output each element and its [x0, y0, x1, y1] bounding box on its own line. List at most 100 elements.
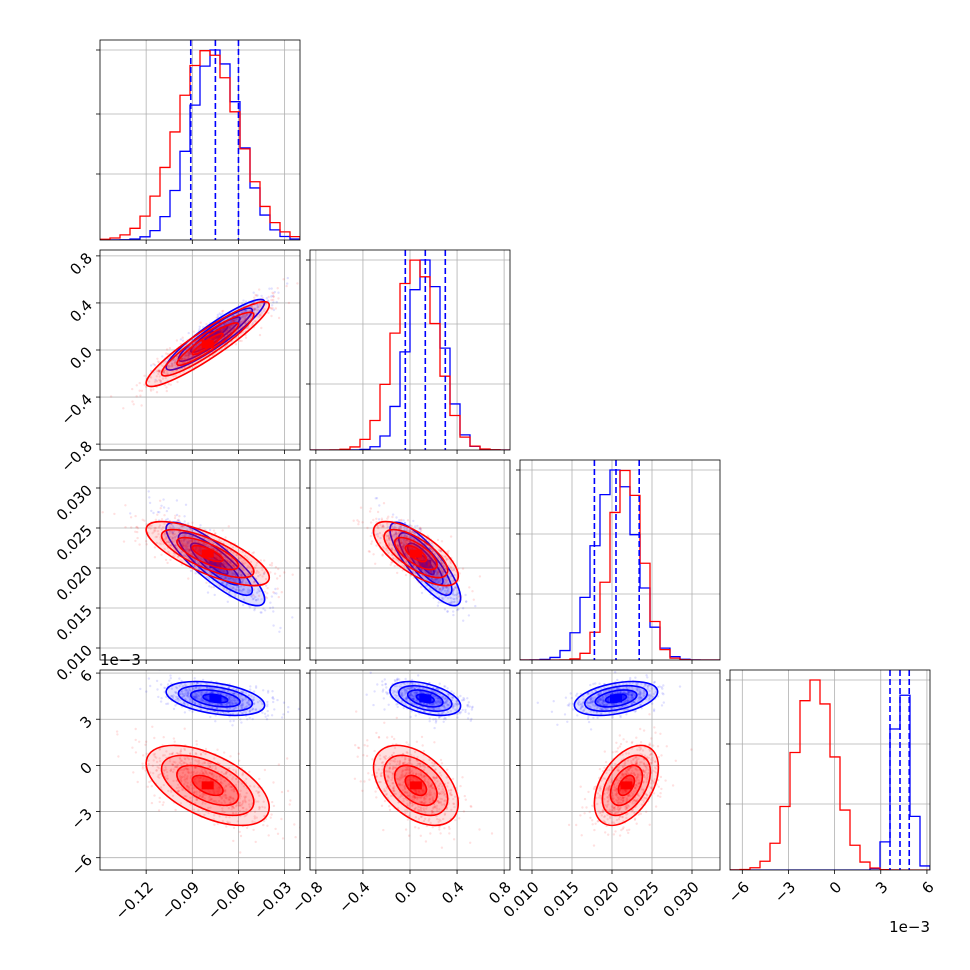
scatter-point	[188, 357, 191, 361]
scatter-point	[453, 598, 456, 601]
scatter-point	[259, 314, 262, 317]
scatter-point	[173, 538, 176, 541]
scatter-point	[183, 682, 187, 685]
scatter-point	[368, 550, 371, 553]
scatter-point	[221, 696, 224, 700]
scatter-point	[277, 567, 280, 571]
scatter-point	[399, 526, 403, 529]
scatter-point	[434, 570, 437, 573]
scatter-point	[226, 690, 229, 693]
scatter-point	[196, 681, 200, 685]
scatter-point	[266, 714, 270, 717]
scatter-point	[206, 701, 209, 704]
scatter-point	[185, 556, 189, 559]
scatter-point	[445, 558, 448, 562]
scatter-point	[134, 530, 137, 533]
scatter-point	[240, 697, 244, 700]
scatter-point	[158, 524, 162, 527]
scatter-point	[244, 698, 247, 701]
scatter-point	[213, 593, 216, 597]
scatter-point	[175, 534, 179, 537]
scatter-point	[387, 551, 390, 555]
scatter-point	[198, 561, 201, 565]
scatter-point	[233, 565, 236, 568]
scatter-point	[232, 328, 235, 331]
scatter-point	[159, 700, 163, 703]
scatter-point	[266, 700, 269, 704]
scatter-point	[270, 562, 274, 565]
scatter-point	[224, 563, 228, 566]
scatter-point	[228, 590, 231, 593]
scatter-point	[219, 313, 222, 317]
scatter-point	[183, 694, 186, 698]
scatter-point	[405, 534, 408, 537]
contour-line-1	[160, 528, 255, 579]
scatter-point	[245, 318, 248, 321]
scatter-point	[445, 586, 448, 589]
scatter-point	[407, 557, 411, 560]
scatter-point	[261, 568, 264, 572]
scatter-point	[185, 354, 188, 357]
scatter-point	[247, 591, 250, 595]
scatter-point	[195, 349, 199, 353]
scatter-point	[382, 547, 386, 550]
scatter-point	[153, 556, 157, 559]
density-peak-series-0	[201, 340, 214, 349]
scatter-point	[172, 374, 175, 378]
scatter-point	[170, 540, 173, 543]
scatter-point	[141, 518, 144, 521]
scatter-point	[446, 590, 449, 593]
scatter-point	[113, 512, 116, 516]
scatter-point	[239, 705, 243, 708]
scatter-point	[221, 328, 225, 332]
scatter-point	[409, 547, 412, 550]
scatter-point	[199, 357, 202, 361]
scatter-point	[262, 607, 265, 610]
panel-content	[100, 670, 300, 870]
scatter-point	[189, 359, 192, 362]
scatter-point	[286, 276, 289, 280]
scatter-point	[246, 572, 249, 576]
scatter-point	[220, 564, 223, 567]
scatter-point	[401, 545, 405, 548]
scatter-point	[424, 572, 428, 575]
scatter-point	[222, 569, 226, 572]
scatter-point	[431, 549, 435, 552]
panel-frame	[309, 249, 511, 451]
scatter-point	[420, 529, 423, 532]
scatter-point	[149, 527, 152, 530]
scatter-point	[178, 519, 181, 523]
scatter-point	[220, 330, 223, 333]
scatter-point	[272, 591, 275, 594]
scatter-point	[172, 530, 176, 533]
scatter-point	[254, 577, 257, 580]
scatter-point	[223, 698, 226, 702]
scatter-point	[158, 369, 161, 372]
scatter-point	[169, 544, 173, 547]
scatter-point	[182, 554, 185, 557]
scatter-point	[159, 507, 162, 510]
scatter-point	[402, 552, 405, 555]
scatter-point	[170, 529, 174, 533]
scatter-point	[234, 319, 237, 322]
scatter-point	[245, 313, 248, 317]
scatter-point	[189, 352, 192, 355]
scatter-point	[228, 700, 231, 703]
scatter-point	[199, 551, 203, 554]
scatter-point	[183, 542, 186, 545]
scatter-point	[212, 333, 215, 336]
scatter-point	[209, 545, 212, 548]
scatter-point	[238, 339, 242, 343]
scatter-point	[109, 395, 113, 398]
scatter-point	[194, 547, 197, 550]
scatter-point	[163, 371, 166, 375]
scatter-point	[390, 547, 393, 550]
scatter-point	[385, 539, 388, 542]
scatter-point	[171, 697, 175, 700]
scatter-point	[166, 353, 170, 356]
scatter-point	[211, 686, 214, 690]
scatter-point	[399, 532, 402, 536]
scatter-point	[226, 560, 230, 563]
scatter-point	[255, 571, 258, 575]
